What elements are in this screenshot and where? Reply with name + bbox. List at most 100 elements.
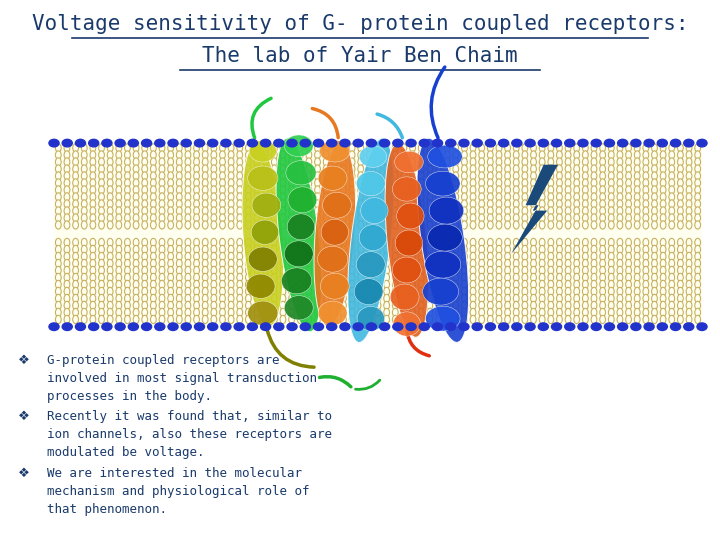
Ellipse shape bbox=[297, 266, 303, 274]
Ellipse shape bbox=[418, 238, 424, 247]
Ellipse shape bbox=[107, 308, 113, 316]
Ellipse shape bbox=[418, 158, 424, 166]
Ellipse shape bbox=[444, 151, 450, 159]
Ellipse shape bbox=[418, 252, 424, 261]
Circle shape bbox=[618, 323, 628, 330]
Ellipse shape bbox=[505, 179, 510, 187]
Ellipse shape bbox=[254, 259, 260, 268]
Ellipse shape bbox=[366, 144, 372, 152]
Ellipse shape bbox=[176, 165, 182, 173]
Ellipse shape bbox=[565, 193, 571, 201]
Ellipse shape bbox=[479, 273, 485, 281]
Ellipse shape bbox=[384, 308, 390, 316]
Ellipse shape bbox=[185, 172, 191, 180]
Ellipse shape bbox=[539, 266, 545, 274]
Ellipse shape bbox=[531, 200, 536, 208]
Ellipse shape bbox=[384, 238, 390, 247]
Ellipse shape bbox=[384, 151, 390, 159]
Ellipse shape bbox=[116, 172, 122, 180]
Ellipse shape bbox=[341, 294, 346, 302]
Ellipse shape bbox=[211, 273, 217, 281]
Ellipse shape bbox=[125, 252, 130, 261]
Ellipse shape bbox=[237, 287, 243, 295]
Ellipse shape bbox=[150, 144, 156, 152]
Ellipse shape bbox=[55, 238, 61, 247]
Ellipse shape bbox=[64, 200, 70, 208]
Ellipse shape bbox=[228, 158, 234, 166]
Ellipse shape bbox=[358, 266, 364, 274]
Ellipse shape bbox=[462, 245, 467, 254]
Ellipse shape bbox=[626, 186, 631, 194]
Ellipse shape bbox=[90, 186, 96, 194]
Ellipse shape bbox=[522, 207, 528, 215]
Ellipse shape bbox=[125, 172, 130, 180]
Ellipse shape bbox=[591, 165, 597, 173]
Ellipse shape bbox=[318, 246, 348, 272]
Ellipse shape bbox=[608, 186, 614, 194]
Circle shape bbox=[102, 139, 112, 147]
Ellipse shape bbox=[669, 315, 675, 323]
Ellipse shape bbox=[392, 193, 398, 201]
Ellipse shape bbox=[375, 207, 381, 215]
Ellipse shape bbox=[349, 245, 355, 254]
Ellipse shape bbox=[574, 259, 580, 268]
Ellipse shape bbox=[254, 287, 260, 295]
Ellipse shape bbox=[513, 308, 519, 316]
Circle shape bbox=[366, 323, 377, 330]
Ellipse shape bbox=[349, 200, 355, 208]
Ellipse shape bbox=[565, 158, 571, 166]
Ellipse shape bbox=[574, 287, 580, 295]
Ellipse shape bbox=[426, 171, 460, 196]
Ellipse shape bbox=[116, 151, 122, 159]
Ellipse shape bbox=[617, 301, 623, 309]
Ellipse shape bbox=[669, 214, 675, 222]
Ellipse shape bbox=[349, 193, 355, 201]
Ellipse shape bbox=[248, 247, 277, 271]
Ellipse shape bbox=[678, 214, 683, 222]
Ellipse shape bbox=[107, 221, 113, 229]
Ellipse shape bbox=[479, 172, 485, 180]
Ellipse shape bbox=[496, 165, 502, 173]
Ellipse shape bbox=[600, 308, 606, 316]
Ellipse shape bbox=[55, 158, 61, 166]
Ellipse shape bbox=[297, 151, 303, 159]
Ellipse shape bbox=[81, 193, 87, 201]
Ellipse shape bbox=[263, 207, 269, 215]
Ellipse shape bbox=[55, 245, 61, 254]
Ellipse shape bbox=[427, 186, 433, 194]
Ellipse shape bbox=[254, 266, 260, 274]
Ellipse shape bbox=[81, 238, 87, 247]
Ellipse shape bbox=[591, 238, 597, 247]
Ellipse shape bbox=[99, 238, 104, 247]
Ellipse shape bbox=[539, 294, 545, 302]
Ellipse shape bbox=[341, 158, 346, 166]
Ellipse shape bbox=[297, 200, 303, 208]
Ellipse shape bbox=[289, 221, 294, 229]
Ellipse shape bbox=[652, 221, 657, 229]
Ellipse shape bbox=[125, 186, 130, 194]
Ellipse shape bbox=[289, 301, 294, 309]
Ellipse shape bbox=[522, 200, 528, 208]
Ellipse shape bbox=[297, 179, 303, 187]
Ellipse shape bbox=[358, 308, 364, 316]
Ellipse shape bbox=[314, 143, 356, 327]
Ellipse shape bbox=[617, 273, 623, 281]
Ellipse shape bbox=[237, 308, 243, 316]
Ellipse shape bbox=[81, 172, 87, 180]
Ellipse shape bbox=[669, 252, 675, 261]
Ellipse shape bbox=[280, 207, 286, 215]
Ellipse shape bbox=[228, 252, 234, 261]
Ellipse shape bbox=[531, 186, 536, 194]
Ellipse shape bbox=[323, 273, 329, 281]
Ellipse shape bbox=[539, 151, 545, 159]
Ellipse shape bbox=[617, 252, 623, 261]
Circle shape bbox=[300, 323, 310, 330]
Ellipse shape bbox=[634, 287, 640, 295]
Ellipse shape bbox=[306, 301, 312, 309]
Ellipse shape bbox=[116, 259, 122, 268]
Ellipse shape bbox=[306, 193, 312, 201]
Ellipse shape bbox=[349, 294, 355, 302]
Ellipse shape bbox=[90, 287, 96, 295]
Ellipse shape bbox=[55, 151, 61, 159]
Ellipse shape bbox=[505, 273, 510, 281]
